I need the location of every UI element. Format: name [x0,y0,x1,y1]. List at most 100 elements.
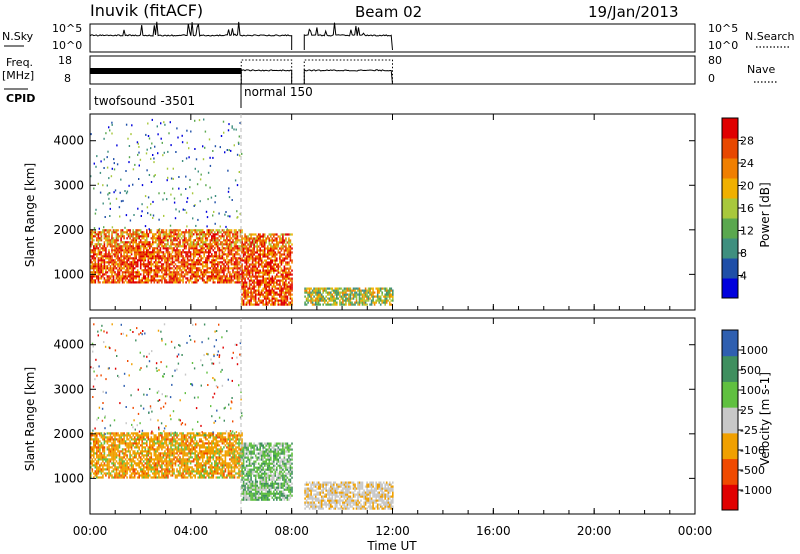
heat-cell [221,249,224,252]
heat-cell [93,187,95,190]
heat-cell [244,285,246,288]
heat-cell [99,458,101,461]
heat-cell [173,472,175,475]
heat-cell [138,279,140,282]
heat-cell [174,460,177,463]
heat-cell [230,273,233,276]
heat-cell [168,281,171,284]
heat-cell [265,297,267,300]
heat-cell [138,446,140,449]
heat-cell [149,269,151,272]
heat-cell [217,249,219,252]
heat-cell [276,275,278,278]
heat-cell [247,253,249,256]
heat-cell [132,245,134,248]
heat-cell [204,265,207,268]
heat-cell [147,267,150,270]
heat-cell [115,229,118,232]
heat-cell [126,269,128,272]
heat-cell [248,285,251,288]
heat-cell [152,472,154,475]
heat-cell [194,261,196,264]
heat-cell [97,235,100,238]
heat-cell [91,275,94,278]
heat-cell [129,243,131,246]
heat-cell [108,243,110,246]
heat-cell [186,239,189,242]
heat-cell [152,217,154,219]
heat-cell [268,281,271,284]
heat-cell [149,468,151,471]
heat-cell [191,438,193,441]
heat-cell [310,299,312,302]
heat-cell [244,265,246,268]
heat-cell [138,253,140,256]
heat-cell [124,440,127,443]
heat-cell [186,464,189,467]
heat-cell [105,440,107,443]
heat-cell [226,255,228,258]
heat-cell [253,257,255,260]
heat-cell [215,277,218,280]
heat-cell [121,255,124,258]
heat-cell [307,291,309,294]
heat-cell [171,452,174,455]
heat-cell [155,476,157,479]
heat-cell [123,434,125,437]
heat-cell [147,434,150,437]
heat-cell [271,301,274,304]
heat-cell [283,291,286,294]
heat-cell [121,462,124,465]
heat-cell [188,237,190,240]
heat-cell [158,434,160,437]
heat-cell [271,253,274,256]
heat-cell [142,434,145,437]
heat-cell [194,251,196,254]
heat-cell [180,253,183,256]
heat-cell [251,243,254,246]
heat-cell [214,241,216,244]
heat-cell [233,128,235,131]
heat-cell [91,462,94,465]
heat-cell [251,285,254,288]
heat-cell [130,251,133,254]
heat-cell [363,303,365,306]
heat-cell [280,273,283,276]
heat-cell [150,279,153,282]
heat-cell [227,239,230,242]
heat-cell [132,444,134,447]
heat-cell [248,255,251,258]
heat-cell [280,263,283,266]
nsky-left-tick-top: 10^5 [52,22,82,35]
heat-cell [135,464,137,467]
heat-cell [188,448,190,451]
heat-cell [164,442,166,445]
heat-cell [370,291,373,294]
heat-cell [260,291,263,294]
heat-cell [91,468,94,471]
heat-cell [265,293,267,296]
heat-cell [191,263,193,266]
heat-cell [208,460,210,463]
heat-cell [271,259,274,262]
heat-cell [250,295,252,298]
heat-cell [120,267,122,270]
heat-cell [280,289,283,292]
heat-cell [195,472,198,475]
heat-cell [185,476,187,479]
heat-cell [103,456,106,459]
heat-cell [158,444,160,447]
heat-cell [176,434,178,437]
heat-cell [170,247,172,250]
heat-cell [149,241,151,244]
heat-cell [161,241,163,244]
heat-cell [242,303,245,306]
heat-cell [354,303,356,306]
heat-cell [97,247,100,250]
heat-cell [253,275,255,278]
heat-cell [263,253,266,256]
heat-cell [149,460,151,463]
heat-cell [222,120,225,123]
colorbar-tick-label: 28 [740,135,754,148]
heat-cell [273,285,275,288]
